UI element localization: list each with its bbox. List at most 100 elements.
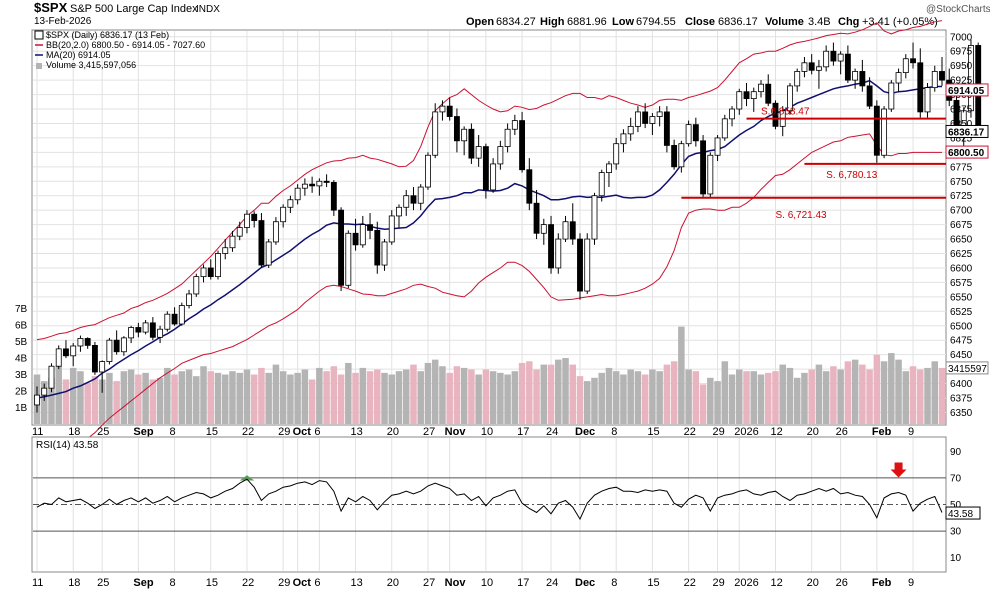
candle-body xyxy=(787,85,793,112)
date-tick-label: 26 xyxy=(836,426,848,438)
price-tick-label: 6525 xyxy=(950,307,973,318)
volume-bar xyxy=(91,376,99,424)
rsi-date-tick-label: Oct xyxy=(293,577,312,589)
volume-bar xyxy=(750,371,758,424)
price-tick-label: 6825 xyxy=(950,133,973,144)
price-tick-label: 6700 xyxy=(950,206,973,217)
candle-body xyxy=(649,116,656,124)
volume-bar xyxy=(851,359,859,424)
candle-body xyxy=(584,238,591,292)
bollinger-bands xyxy=(36,20,943,460)
rsi-date-tick-label: 13 xyxy=(351,577,363,589)
candle-body xyxy=(721,118,728,139)
date-tick-label: Oct xyxy=(293,426,312,438)
candle-body xyxy=(193,276,200,295)
candle-body xyxy=(627,125,634,135)
volume-bar xyxy=(482,369,490,424)
volume-bar xyxy=(135,374,142,424)
volume-bar xyxy=(250,374,258,424)
date-tick-label: 13 xyxy=(351,426,363,438)
volume-label: Volume xyxy=(765,16,804,28)
volume-bar xyxy=(316,367,323,424)
candle-body xyxy=(222,247,229,254)
candle-body xyxy=(432,111,439,156)
candle-body xyxy=(678,143,685,168)
rsi-date-tick-label: 2026 xyxy=(734,577,758,589)
volume-bar xyxy=(345,362,352,424)
candle-body xyxy=(968,45,974,112)
rsi-date-tick-label: 12 xyxy=(770,577,782,589)
candle-body xyxy=(120,337,127,353)
price-tick-label: 6575 xyxy=(950,278,973,289)
legend-price-swatch xyxy=(34,30,44,40)
volume-bar xyxy=(526,361,533,424)
candle-body xyxy=(714,137,721,156)
close-tag-box xyxy=(945,124,989,138)
price-tick-label: 6475 xyxy=(950,336,973,347)
volume-bar xyxy=(598,372,605,424)
rsi-overbought-fill xyxy=(239,475,255,481)
price-tick-label: 6375 xyxy=(950,393,973,404)
candle-body xyxy=(830,50,837,62)
rsi-value-tag: 43.58 xyxy=(948,509,973,520)
candle-body xyxy=(142,322,149,333)
date-tick-label: 22 xyxy=(242,426,254,438)
volume-bar xyxy=(164,367,171,424)
candle-body xyxy=(41,387,48,396)
candle-body xyxy=(475,146,482,159)
date-tick-label: 11 xyxy=(32,426,43,438)
chart-date: 13-Feb-2026 xyxy=(34,16,92,27)
volume-bar xyxy=(142,372,149,424)
rsi-date-tick-label: 26 xyxy=(836,577,848,589)
volume-bar xyxy=(178,371,186,424)
volume-bar xyxy=(736,369,743,424)
volume-bar xyxy=(381,372,388,424)
volume-bar xyxy=(634,371,642,424)
candle-body xyxy=(852,71,859,81)
price-tick-label: 6650 xyxy=(950,235,973,246)
rsi-date-tick-label: 6 xyxy=(314,577,320,589)
rsi-tick-label: 10 xyxy=(950,553,962,564)
candle-body xyxy=(671,145,678,168)
rsi-date-tick-label: 10 xyxy=(481,577,493,589)
volume-bar xyxy=(822,371,830,424)
volume-bar xyxy=(562,358,569,424)
volume-bar xyxy=(156,377,164,424)
volume-bar xyxy=(641,374,649,424)
rsi-date-tick-label: 8 xyxy=(170,577,176,589)
candle-body xyxy=(700,140,707,195)
candle-body xyxy=(859,71,866,87)
rsi-axis: 10 30 50 70 90 43.58 xyxy=(945,447,981,564)
volume-bar xyxy=(656,371,663,424)
candle-body xyxy=(425,154,431,188)
candle-body xyxy=(736,91,743,110)
volume-bar xyxy=(692,371,700,424)
volume-bar xyxy=(547,364,555,424)
rsi-tick-label: 70 xyxy=(950,473,962,484)
high-value: 6881.96 xyxy=(567,16,607,28)
date-tick-label: 22 xyxy=(684,426,696,438)
candle-body xyxy=(99,361,106,373)
candle-body xyxy=(888,82,895,110)
date-tick-label: Sep xyxy=(133,426,153,438)
volume-bar xyxy=(337,374,345,424)
candle-body xyxy=(844,53,851,81)
price-tick-label: 6750 xyxy=(950,177,973,188)
index-name: S&P 500 Large Cap Index xyxy=(70,3,198,15)
volume-bar xyxy=(707,377,714,424)
price-tick-label: 6875 xyxy=(950,105,973,116)
candle-body xyxy=(446,105,453,117)
volume-bar xyxy=(808,369,815,424)
candle-body xyxy=(135,327,142,333)
volume-bar xyxy=(569,364,577,424)
volume-bar xyxy=(120,371,128,424)
price-tick-label: 6600 xyxy=(950,263,973,274)
date-tick-label: 29 xyxy=(713,426,725,438)
volume-bar xyxy=(258,367,265,424)
candle-body xyxy=(743,91,750,100)
candle-body xyxy=(55,348,62,367)
volume-bar xyxy=(69,367,77,424)
candle-body xyxy=(338,209,345,286)
candle-body xyxy=(113,339,120,353)
